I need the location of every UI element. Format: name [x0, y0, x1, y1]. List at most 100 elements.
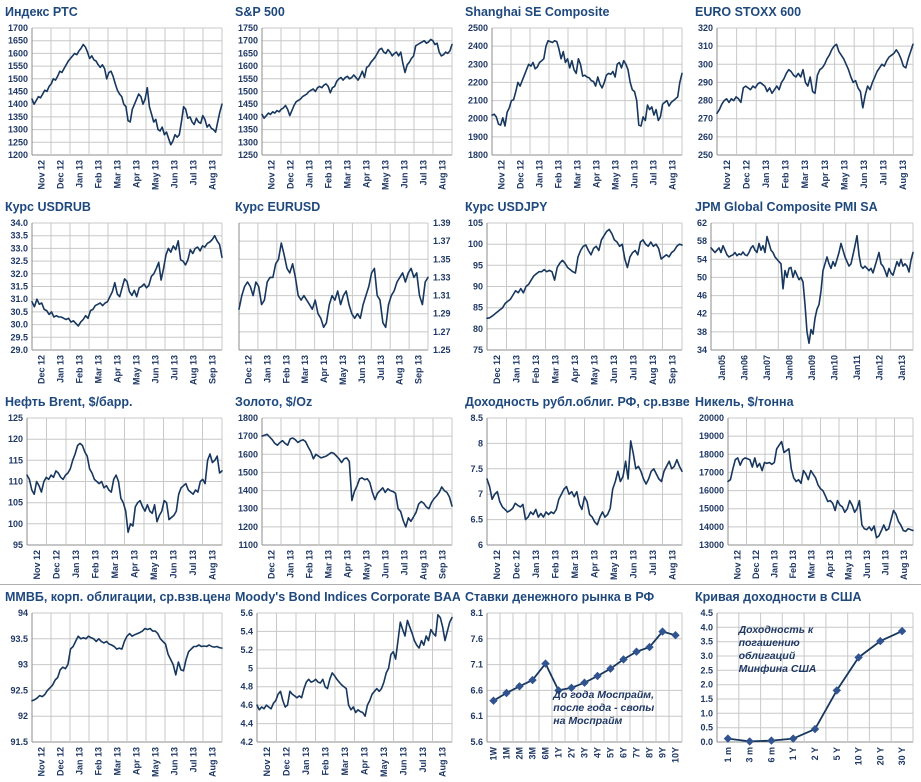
x-tick-label: Jul 13 [188, 550, 198, 576]
y-tick-label: 1650 [238, 48, 258, 58]
x-tick-label: Jan10 [829, 355, 839, 381]
x-tick-label: Jun 13 [400, 160, 410, 189]
x-tick-label: Mar 13 [573, 160, 583, 189]
y-tick-label: 2400 [468, 41, 488, 51]
x-tick-label: Aug 13 [419, 550, 429, 580]
chart-canvas: 1800 1700 1600 1500 1400 1300 1200 1100 Dec 12 Ja… [238, 413, 453, 580]
x-tick-label: Dec 12 [751, 550, 761, 579]
x-tick-label: Sep 13 [414, 355, 424, 384]
x-tick-label: Feb 13 [554, 160, 564, 189]
chart-canvas: 20000 19000 18000 17000 16000 15000 14000 13000… [699, 413, 914, 580]
x-tick-label: Jun 13 [398, 747, 408, 776]
chart-title: Индекс РТС [5, 5, 78, 19]
series-line [256, 614, 453, 717]
x-tick-label: Feb 13 [550, 550, 560, 579]
chart-canvas: 1.39 1.37 1.35 1.33 1.31 1.29 1.27 1.25 Dec 12 Ja… [238, 218, 451, 385]
chart-title: S&P 500 [235, 5, 285, 19]
x-tick-label: 5 Y [832, 747, 842, 760]
series-marker [554, 686, 563, 695]
series-line [261, 433, 453, 528]
y-tick-label: 1.27 [433, 327, 451, 337]
x-tick-label: Dec 12 [281, 747, 291, 776]
chart-cell-9: Нефть Brent, $/барр. 125 120 115 110 105 100 95… [0, 390, 230, 585]
x-tick-label: Feb 13 [281, 355, 291, 384]
series-marker [658, 627, 667, 636]
series-line [727, 440, 914, 539]
x-tick-label: Jul 13 [376, 355, 386, 381]
y-tick-label: 1300 [238, 504, 258, 514]
x-tick-label: Mar 13 [324, 550, 334, 579]
y-tick-label: 20000 [699, 413, 724, 423]
y-tick-label: 5.2 [240, 645, 253, 655]
x-tick-label: May 13 [611, 160, 621, 190]
x-tick-label: Mar 13 [113, 160, 123, 189]
x-tick-label: Jul 13 [648, 550, 658, 576]
x-tick-label: Aug 13 [667, 550, 677, 580]
x-tick-label: Jun 13 [628, 550, 638, 579]
x-tick-label: Mar 13 [550, 355, 560, 384]
x-tick-label: Sep 13 [667, 355, 677, 384]
y-tick-label: 50 [697, 272, 707, 282]
x-tick-label: Jul 13 [189, 160, 199, 186]
x-tick-label: Mar 13 [343, 160, 353, 189]
y-tick-label: 1900 [468, 132, 488, 142]
y-tick-label: 5 [248, 663, 253, 673]
y-tick-label: 1300 [8, 125, 28, 135]
x-tick-label: May 13 [151, 160, 161, 190]
y-tick-label: 310 [698, 41, 713, 51]
series-marker [745, 737, 754, 746]
y-tick-label: 93.5 [10, 634, 28, 644]
y-tick-label: 29.0 [10, 345, 28, 355]
x-tick-label: Apr 13 [359, 747, 369, 775]
x-tick-label: Jul 13 [879, 160, 889, 186]
chart-cell-4: EURO STOXX 600 320 310 300 290 280 270 260 250 No… [690, 0, 921, 195]
y-tick-label: 54 [697, 254, 707, 264]
x-tick-label: Nov 12 [267, 160, 277, 190]
y-tick-label: 1600 [238, 61, 258, 71]
chart-title: Moody's Bond Indices Corporate BAA [235, 590, 460, 604]
y-tick-label: 95 [473, 260, 483, 270]
x-tick-label: May 13 [132, 355, 142, 385]
series-marker [528, 675, 537, 685]
y-tick-label: 80 [473, 324, 483, 334]
y-tick-label: 7.6 [470, 634, 483, 644]
chart-title: Shanghai SE Composite [465, 5, 610, 19]
chart-annotation: До года Моспрайм, [552, 689, 654, 701]
y-tick-label: 115 [8, 455, 23, 465]
x-tick-label: Feb 13 [324, 160, 334, 189]
y-tick-label: 8 [478, 438, 483, 448]
y-tick-label: 1.35 [433, 254, 451, 264]
y-tick-label: 1400 [8, 99, 28, 109]
chart-cell-7: Курс USDJPY 105 100 95 90 85 80 75 Dec 12 Jan 13 F… [460, 195, 690, 390]
series-marker [541, 659, 550, 668]
y-tick-label: 32.5 [10, 256, 28, 266]
x-tick-label: Sep 13 [208, 355, 218, 384]
x-tick-label: 2 Y [810, 747, 820, 760]
y-tick-label: 14000 [699, 522, 724, 532]
y-tick-label: 120 [8, 434, 23, 444]
x-tick-label: Jun 13 [170, 747, 180, 776]
chart-title: Курс EURUSD [235, 200, 321, 214]
x-tick-label: 6 m [766, 747, 776, 763]
x-tick-label: Mar 13 [300, 355, 310, 384]
chart-canvas: 62 58 54 50 46 42 38 34 Jan05 Jan06 Jan07 Jan08 Jan0… [697, 218, 914, 381]
y-tick-label: 15000 [699, 504, 724, 514]
x-tick-label: Jan09 [807, 355, 817, 381]
y-tick-label: 17000 [699, 467, 724, 477]
x-tick-label: Mar 13 [94, 355, 104, 384]
x-tick-label: Jul 13 [400, 550, 410, 576]
x-tick-label: 2M [515, 747, 525, 760]
x-tick-label: Mar 13 [113, 747, 123, 776]
y-tick-label: 1800 [468, 150, 488, 160]
series-marker [632, 647, 641, 656]
y-tick-label: 33.0 [10, 243, 28, 253]
series-line [238, 242, 429, 329]
y-tick-label: 1350 [238, 125, 258, 135]
x-tick-label: Aug 13 [208, 747, 218, 777]
series-line [486, 440, 683, 526]
y-tick-label: 34 [697, 345, 707, 355]
y-tick-label: 1550 [8, 61, 28, 71]
series-marker [502, 688, 511, 698]
x-tick-label: Aug 13 [898, 160, 908, 190]
x-tick-label: Jan13 [897, 355, 907, 381]
